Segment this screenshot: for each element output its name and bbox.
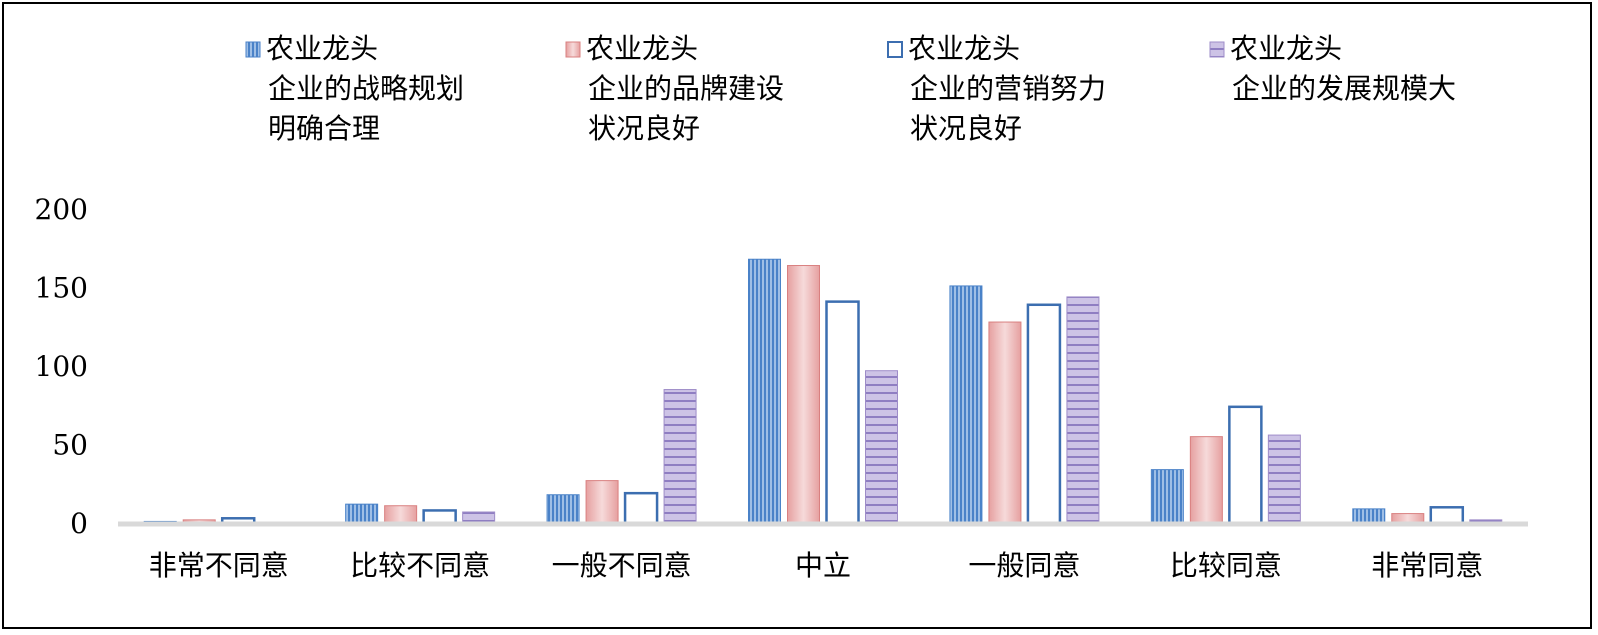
y-tick-label: 0 (70, 507, 88, 540)
legend-label: 状况良好 (910, 112, 1022, 145)
bar (623, 491, 659, 525)
legend-label: 农业龙头 (1230, 32, 1342, 65)
bar (1066, 296, 1100, 524)
legend-swatch (1209, 41, 1225, 58)
y-tick-label: 100 (35, 350, 88, 383)
bar (1267, 434, 1301, 524)
bar (462, 511, 496, 524)
bar (787, 265, 820, 524)
legend-swatch (565, 41, 581, 58)
x-axis: 非常不同意 比较不同意 一般不同意 中立 一般同意 比较同意 非常同意 (149, 549, 1484, 582)
legend-swatch (245, 41, 261, 58)
legend-label: 状况良好 (588, 112, 700, 145)
legend-label: 农业龙头 (266, 32, 378, 65)
bar (1352, 508, 1386, 524)
bars-group (143, 258, 1503, 525)
x-tick-label: 比较同意 (1170, 549, 1282, 582)
x-tick-label: 一般不同意 (552, 549, 692, 582)
legend-label: 企业的战略规划 (268, 72, 464, 105)
bar (949, 285, 983, 524)
y-axis: 0 50 100 150 200 (35, 193, 88, 540)
legend-label: 农业龙头 (586, 32, 698, 65)
bar (825, 300, 860, 525)
bar (1189, 436, 1223, 524)
y-tick-label: 50 (52, 429, 88, 462)
bar (988, 321, 1022, 524)
bar (1429, 506, 1465, 525)
y-tick-label: 150 (35, 272, 88, 305)
legend-label: 企业的品牌建设 (588, 72, 784, 105)
legend-label: 企业的营销努力 (910, 72, 1106, 105)
y-tick-label: 200 (35, 193, 88, 226)
legend-label: 企业的发展规模大 (1232, 72, 1456, 105)
bar (663, 389, 697, 524)
bar (345, 503, 379, 524)
bar (748, 258, 781, 524)
legend-swatch (887, 41, 903, 58)
bar (585, 480, 619, 524)
x-tick-label: 非常不同意 (149, 549, 289, 582)
legend-label: 明确合理 (268, 112, 380, 145)
bar (1150, 469, 1184, 524)
bar (1026, 303, 1062, 525)
bar (1228, 405, 1263, 525)
x-tick-label: 非常同意 (1371, 549, 1483, 582)
x-tick-label: 比较不同意 (350, 549, 490, 582)
bar (546, 494, 580, 524)
legend: 农业龙头企业的战略规划明确合理农业龙头企业的品牌建设状况良好农业龙头企业的营销努… (245, 32, 1456, 145)
x-tick-label: 中立 (795, 549, 851, 582)
x-tick-label: 一般同意 (968, 549, 1080, 582)
legend-label: 农业龙头 (908, 32, 1020, 65)
bar (422, 509, 457, 525)
bar (384, 505, 418, 524)
bar (865, 370, 898, 524)
